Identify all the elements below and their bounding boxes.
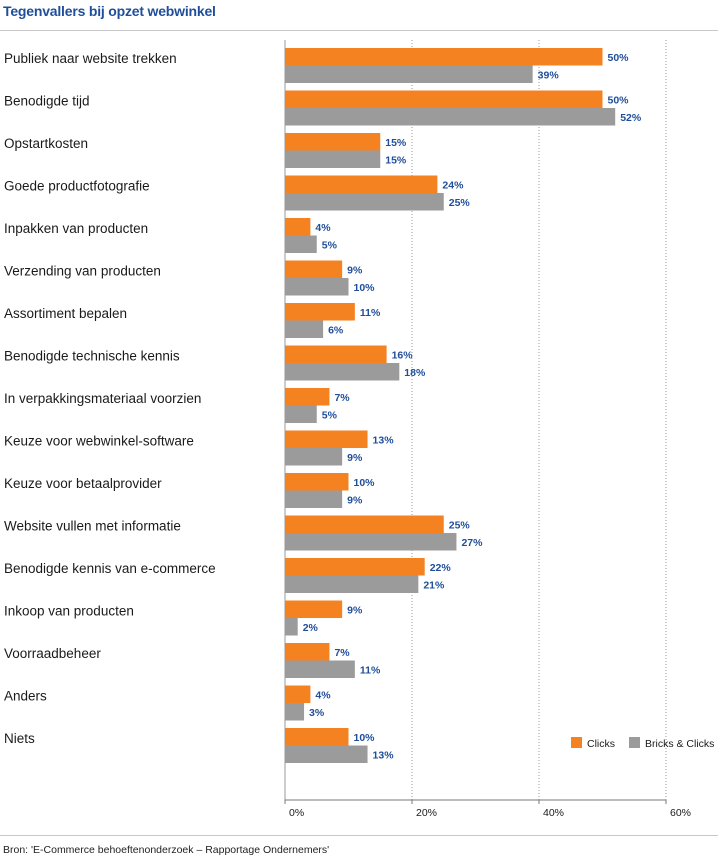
- category-label: Benodigde kennis van e-commerce: [4, 561, 216, 576]
- data-label: 4%: [315, 222, 331, 234]
- bar: [285, 235, 317, 253]
- data-label: 22%: [430, 562, 452, 574]
- category-label: In verpakkingsmateriaal voorzien: [4, 391, 201, 406]
- category-label: Benodigde technische kennis: [4, 349, 180, 364]
- data-label: 11%: [360, 307, 381, 319]
- category-label: Anders: [4, 689, 47, 704]
- bar-chart: 0% 20% 40% 60% Publiek naar website trekken 5…: [4, 40, 714, 819]
- data-label: 24%: [442, 180, 464, 192]
- chart-title: Tegenvallers bij opzet webwinkel: [3, 3, 216, 19]
- data-label: 7%: [334, 647, 350, 659]
- bar: [285, 490, 343, 508]
- bottom-divider: [0, 835, 718, 836]
- data-label: 2%: [303, 622, 319, 634]
- bar: [285, 218, 311, 236]
- data-label: 5%: [322, 410, 338, 422]
- bar: [285, 515, 444, 533]
- bar: [285, 363, 400, 381]
- bar: [285, 303, 355, 321]
- data-label: 15%: [385, 137, 407, 149]
- bar: [285, 448, 343, 466]
- data-label: 15%: [385, 155, 407, 167]
- bar: [285, 533, 457, 551]
- data-label: 11%: [360, 665, 381, 677]
- data-label: 27%: [461, 537, 483, 549]
- legend-swatch-bricks: [629, 737, 640, 748]
- data-label: 9%: [347, 605, 363, 617]
- data-label: 10%: [354, 477, 376, 489]
- category-label: Benodigde tijd: [4, 94, 90, 109]
- data-label: 25%: [449, 197, 471, 209]
- bar: [285, 65, 533, 83]
- category-label: Inkoop van producten: [4, 604, 134, 619]
- bar: [285, 90, 603, 108]
- bar: [285, 260, 343, 278]
- data-label: 50%: [608, 95, 630, 107]
- data-label: 9%: [347, 495, 363, 507]
- x-tick-label: 60%: [670, 807, 691, 819]
- bar: [285, 600, 343, 618]
- data-label: 10%: [354, 282, 376, 294]
- bar: [285, 175, 438, 193]
- category-label: Keuze voor webwinkel-software: [4, 434, 194, 449]
- data-label: 10%: [354, 732, 376, 744]
- data-label: 21%: [423, 580, 445, 592]
- data-label: 50%: [608, 52, 630, 64]
- legend-label-bricks: Bricks & Clicks: [645, 738, 714, 750]
- data-label: 7%: [334, 392, 350, 404]
- bar: [285, 575, 419, 593]
- category-label: Inpakken van producten: [4, 221, 148, 236]
- data-label: 16%: [392, 350, 414, 362]
- bar: [285, 703, 305, 721]
- bar: [285, 388, 330, 406]
- data-label: 39%: [538, 70, 560, 82]
- bar: [285, 685, 311, 703]
- category-label: Keuze voor betaalprovider: [4, 476, 162, 491]
- category-label: Goede productfotografie: [4, 179, 150, 194]
- x-tick-label: 20%: [416, 807, 437, 819]
- bar: [285, 473, 349, 491]
- category-label: Voorraadbeheer: [4, 646, 101, 661]
- data-label: 3%: [309, 707, 325, 719]
- data-label: 5%: [322, 240, 338, 252]
- data-label: 6%: [328, 325, 344, 337]
- bar: [285, 643, 330, 661]
- category-label: Website vullen met informatie: [4, 519, 181, 534]
- category-label: Verzending van producten: [4, 264, 161, 279]
- legend-swatch-clicks: [571, 737, 582, 748]
- bar: [285, 108, 616, 126]
- legend-label-clicks: Clicks: [587, 738, 615, 750]
- bar: [285, 405, 317, 423]
- data-label: 25%: [449, 520, 471, 532]
- category-label: Publiek naar website trekken: [4, 51, 177, 66]
- data-label: 52%: [620, 112, 642, 124]
- category-label: Opstartkosten: [4, 136, 88, 151]
- data-label: 18%: [404, 367, 426, 379]
- x-tick-label: 0%: [289, 807, 304, 819]
- bar: [285, 728, 349, 746]
- bar: [285, 320, 324, 338]
- bar: [285, 133, 381, 151]
- bar: [285, 558, 425, 576]
- data-label: 9%: [347, 452, 363, 464]
- bar: [285, 430, 368, 448]
- bar: [285, 150, 381, 168]
- bar: [285, 278, 349, 296]
- x-tick-label: 40%: [543, 807, 564, 819]
- bar: [285, 745, 368, 763]
- category-label: Assortiment bepalen: [4, 306, 127, 321]
- data-label: 13%: [373, 435, 395, 447]
- source-note: Bron: 'E-Commerce behoeftenonderzoek – R…: [3, 844, 330, 856]
- bar: [285, 48, 603, 66]
- bar: [285, 660, 355, 678]
- data-label: 4%: [315, 690, 331, 702]
- data-label: 13%: [373, 750, 395, 762]
- top-divider: [0, 30, 718, 31]
- bar: [285, 618, 298, 636]
- data-label: 9%: [347, 265, 363, 277]
- bar: [285, 345, 387, 363]
- bar: [285, 193, 444, 211]
- category-label: Niets: [4, 731, 35, 746]
